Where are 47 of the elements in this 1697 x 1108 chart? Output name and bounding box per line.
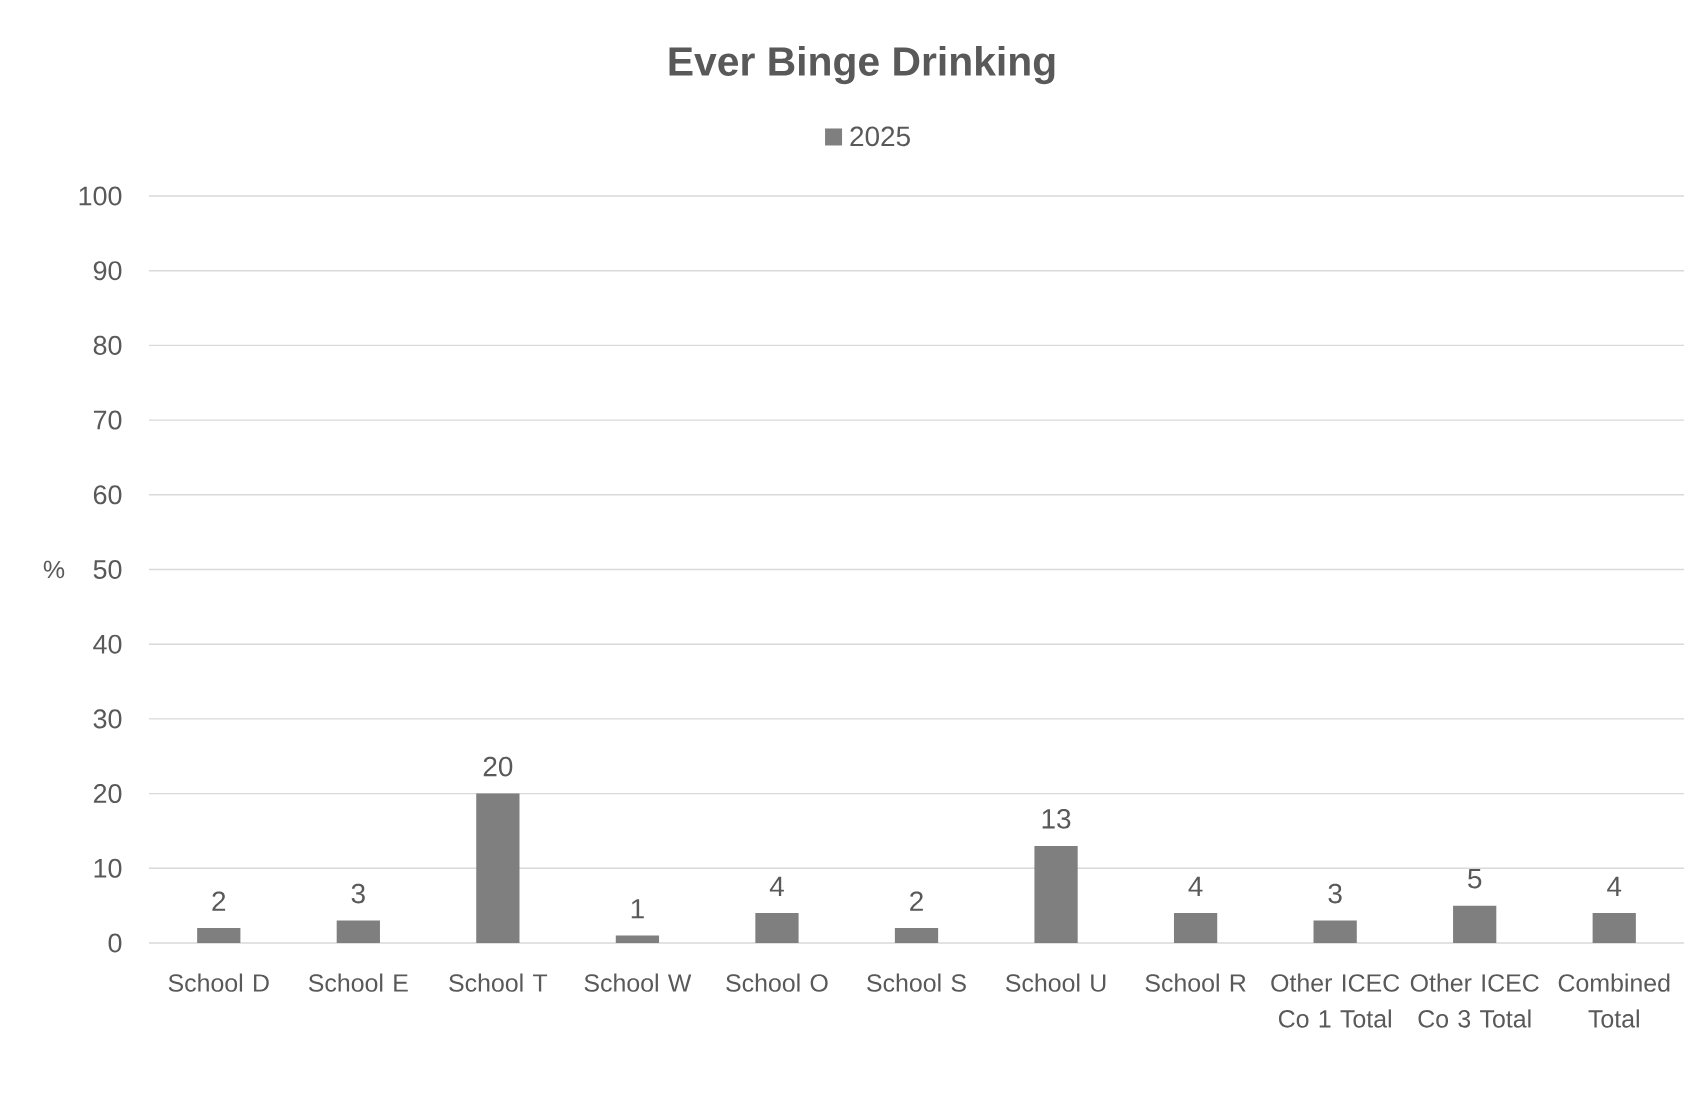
y-tick-label: 60: [93, 485, 122, 505]
y-tick-label: 100: [79, 186, 122, 206]
x-tick-label: School S: [867, 973, 966, 992]
x-tick-label: School U: [1005, 973, 1106, 992]
bar: [197, 928, 241, 943]
data-label: 1: [631, 899, 644, 919]
bar: [1034, 845, 1078, 943]
y-tick-label: 40: [93, 634, 122, 654]
data-label: 4: [1607, 876, 1622, 896]
y-tick-label: 10: [94, 858, 122, 878]
y-tick-label: 30: [93, 709, 122, 729]
bar: [336, 920, 380, 943]
bar: [755, 913, 799, 943]
bar: [894, 928, 939, 943]
y-tick-label: 80: [93, 335, 122, 355]
x-tick-label: School E: [308, 973, 408, 992]
x-tick-label: Other ICEC Co 1 Total: [1271, 973, 1400, 1028]
data-label: 3: [351, 883, 365, 904]
data-label: 4: [1188, 876, 1203, 896]
x-tick-label: School R: [1145, 973, 1246, 992]
bar: [1592, 913, 1636, 943]
chart-title: Ever Binge Drinking: [669, 45, 1055, 85]
data-label: 4: [769, 876, 784, 896]
data-label: 3: [1328, 883, 1342, 904]
data-label: 20: [483, 756, 513, 777]
x-tick-label: School W: [584, 973, 692, 992]
bar: [1313, 920, 1357, 943]
bar: [1173, 913, 1218, 943]
legend-label: 2025: [850, 126, 910, 147]
data-label: 13: [1042, 808, 1071, 829]
y-tick-label: 50: [93, 559, 122, 580]
x-tick-label: School D: [168, 973, 269, 992]
x-tick-label: Other ICEC Co 3 Total: [1410, 973, 1539, 1028]
y-tick-label: 90: [93, 261, 122, 281]
bar: [1453, 905, 1497, 943]
data-label: 2: [910, 891, 923, 911]
data-label: 5: [1468, 868, 1482, 889]
y-axis-title: %: [43, 560, 65, 579]
x-tick-label: School T: [449, 973, 548, 992]
x-tick-label: Combined Total: [1558, 973, 1670, 1028]
bar: [476, 793, 520, 943]
bar: [615, 935, 660, 943]
y-tick-label: 20: [93, 784, 122, 804]
y-tick-label: 0: [108, 933, 122, 953]
data-label: 2: [212, 891, 226, 911]
y-tick-label: 70: [93, 410, 122, 430]
x-tick-label: School O: [726, 973, 828, 992]
